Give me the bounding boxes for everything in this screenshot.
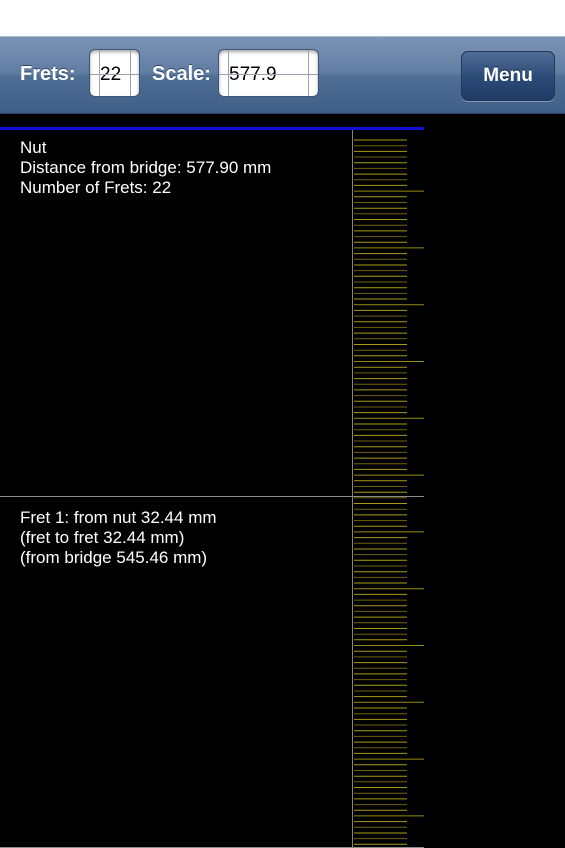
guide-line — [219, 74, 318, 75]
frets-label: Frets: — [20, 63, 76, 85]
guide-line — [99, 50, 100, 96]
entry-title: Nut — [20, 138, 47, 157]
entry-fret-to-fret: (fret to fret 32.44 mm) — [20, 528, 185, 547]
fret-1-entry: Fret 1: from nut 32.44 mm (fret to fret … — [20, 508, 217, 568]
guide-line — [90, 74, 139, 75]
entry-from-bridge: (from bridge 545.46 mm) — [20, 548, 208, 567]
nut-entry: Nut Distance from bridge: 577.90 mm Numb… — [20, 138, 271, 198]
guide-line — [130, 50, 131, 96]
menu-button[interactable]: Menu — [461, 51, 555, 101]
ruler-ticks — [354, 139, 424, 845]
scale-label: Scale: — [152, 63, 211, 85]
entry-title: Fret 1: from nut 32.44 mm — [20, 508, 217, 527]
ruler-edge — [352, 130, 353, 848]
nut-line — [0, 127, 424, 130]
fret-list[interactable]: Nut Distance from bridge: 577.90 mm Numb… — [0, 114, 565, 848]
scale-input[interactable]: 577.9 — [218, 49, 319, 97]
toolbar: Frets: 22 Scale: 577.9 Menu — [0, 36, 565, 114]
guide-line — [308, 50, 309, 96]
fret-1-divider — [0, 496, 424, 497]
guide-line — [228, 50, 229, 96]
frets-input[interactable]: 22 — [89, 49, 140, 97]
entry-distance: Distance from bridge: 577.90 mm — [20, 158, 272, 177]
entry-frets: Number of Frets: 22 — [20, 178, 172, 197]
status-bar — [0, 0, 565, 36]
